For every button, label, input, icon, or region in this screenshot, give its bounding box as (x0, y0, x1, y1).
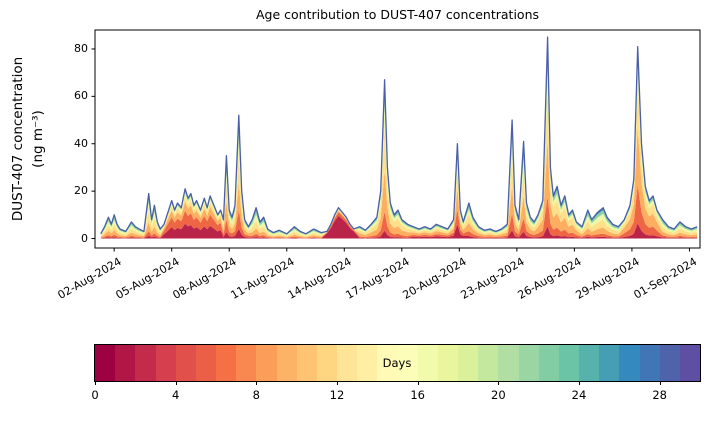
colorbar-cell (296, 345, 317, 381)
colorbar-tick-mark (95, 381, 96, 385)
colorbar-cell (316, 345, 338, 381)
colorbar-cell (458, 345, 479, 381)
colorbar-cell (417, 345, 438, 381)
colorbar-cell (397, 345, 418, 381)
colorbar-tick-label: 8 (252, 388, 260, 402)
colorbar-cell (337, 345, 358, 381)
y-tick-label: 0 (81, 231, 88, 245)
colorbar-tick-label: 20 (491, 388, 506, 402)
colorbar-cell (599, 345, 620, 381)
colorbar-cell (135, 345, 156, 381)
colorbar-cell (619, 345, 640, 381)
chart-title: Age contribution to DUST-407 concentrati… (255, 7, 540, 22)
colorbar-cell (498, 345, 519, 381)
age-layer-4-8-days (100, 184, 698, 239)
age-layer-16-20-days (100, 65, 698, 236)
colorbar-cell (679, 345, 701, 381)
colorbar-cell (276, 345, 297, 381)
colorbar-label: Days (382, 356, 412, 370)
colorbar-cell (95, 345, 116, 381)
colorbar-tick-label: 28 (652, 388, 667, 402)
colorbar-cell (256, 345, 277, 381)
colorbar-cell (377, 345, 398, 381)
colorbar-cell (639, 345, 660, 381)
colorbar-cell (518, 345, 539, 381)
colorbar-tick-mark (337, 381, 338, 385)
age-layer-8-12-days (100, 127, 698, 238)
colorbar-cell (437, 345, 459, 381)
colorbar-cell (155, 345, 176, 381)
colorbar-tick-label: 16 (410, 388, 425, 402)
colorbar-tick-mark (659, 381, 661, 385)
colorbar-cell (579, 345, 600, 381)
age-layer-0-4-days (100, 215, 698, 239)
y-tick-label: 20 (74, 184, 88, 198)
colorbar-tick-mark (579, 381, 580, 385)
y-tick-label: 60 (74, 89, 88, 103)
colorbar-tick-label: 24 (571, 388, 587, 402)
colorbar-tick-label: 12 (329, 388, 345, 402)
colorbar-cell (236, 345, 257, 381)
total-outline (100, 36, 698, 235)
colorbar-cell (357, 345, 378, 381)
colorbar-tick-label: 4 (171, 388, 180, 402)
colorbar-gradient (94, 344, 701, 382)
colorbar-cell (216, 345, 237, 381)
colorbar-tick-mark (175, 381, 177, 385)
y-tick-label: 40 (74, 136, 88, 150)
axes-frame (94, 29, 701, 249)
colorbar-tick-mark (417, 381, 419, 385)
colorbar-tick-label: 0 (91, 388, 99, 402)
colorbar-cell (195, 345, 217, 381)
colorbar-cell (478, 345, 499, 381)
colorbar-cell (538, 345, 559, 381)
age-layer-12-16-days (100, 85, 698, 237)
y-tick-label: 80 (74, 41, 88, 55)
colorbar-cell (115, 345, 136, 381)
colorbar-cell (558, 345, 580, 381)
colorbar-tick-mark (498, 381, 500, 385)
colorbar-cell (175, 345, 196, 381)
colorbar-tick-mark (256, 381, 258, 385)
colorbar-cell (659, 345, 680, 381)
